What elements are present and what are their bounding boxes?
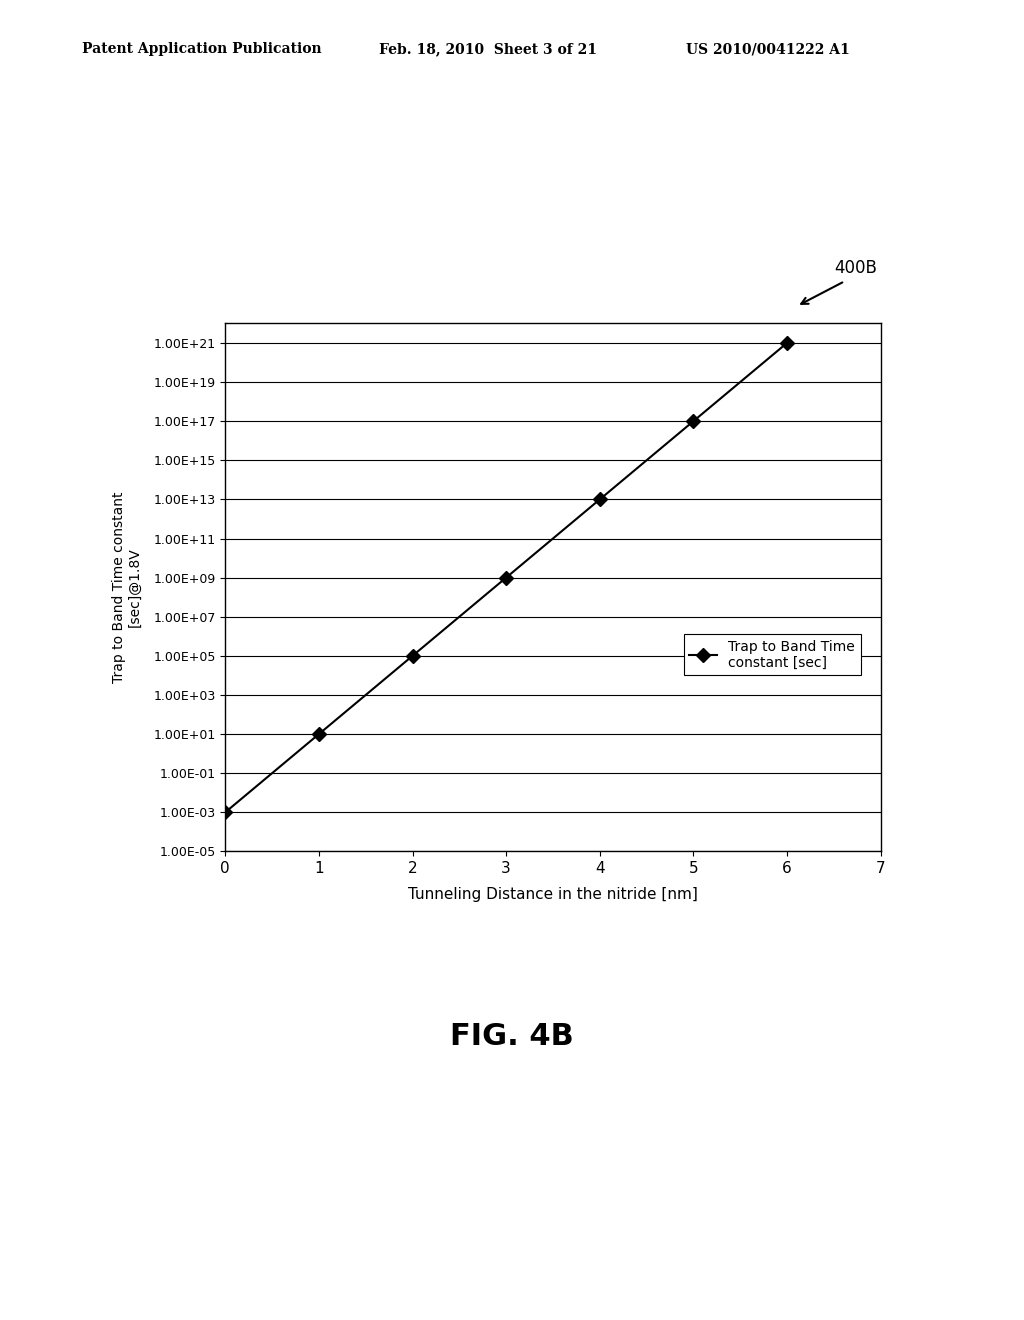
X-axis label: Tunneling Distance in the nitride [nm]: Tunneling Distance in the nitride [nm] (408, 887, 698, 903)
Legend: Trap to Band Time
constant [sec]: Trap to Band Time constant [sec] (684, 634, 860, 676)
Text: Patent Application Publication: Patent Application Publication (82, 42, 322, 57)
Text: 400B: 400B (835, 259, 878, 277)
Text: FIG. 4B: FIG. 4B (451, 1022, 573, 1051)
Text: US 2010/0041222 A1: US 2010/0041222 A1 (686, 42, 850, 57)
Text: Feb. 18, 2010  Sheet 3 of 21: Feb. 18, 2010 Sheet 3 of 21 (379, 42, 597, 57)
Y-axis label: Trap to Band Time constant
[sec]@1.8V: Trap to Band Time constant [sec]@1.8V (112, 491, 142, 684)
